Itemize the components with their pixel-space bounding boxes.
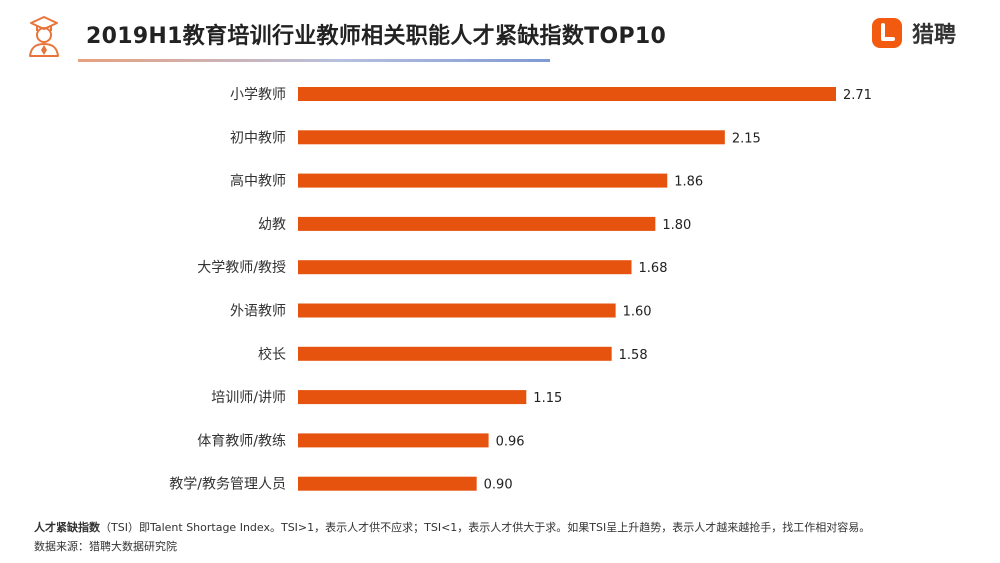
value-label: 1.60 bbox=[623, 305, 652, 320]
bar bbox=[298, 87, 836, 101]
value-label: 2.71 bbox=[843, 88, 872, 103]
value-label: 2.15 bbox=[732, 131, 761, 146]
footnote: 人才紧缺指数（TSI）即Talent Shortage Index。TSI>1，… bbox=[34, 518, 870, 556]
bar bbox=[298, 346, 612, 361]
data-source: 数据来源：猎聘大数据研究院 bbox=[34, 540, 177, 553]
value-label: 1.15 bbox=[533, 391, 562, 406]
brand-mark-icon bbox=[872, 18, 902, 48]
brand-name: 猎聘 bbox=[912, 23, 957, 48]
bar bbox=[298, 260, 632, 275]
footnote-body: （TSI）即Talent Shortage Index。TSI>1，表示人才供不… bbox=[100, 521, 871, 534]
category-label: 校长 bbox=[258, 346, 286, 363]
value-label: 1.58 bbox=[619, 348, 648, 363]
brand-logo: 猎聘 bbox=[872, 16, 956, 50]
bar bbox=[298, 216, 656, 231]
bar-chart: 小学教师 2.71 初中教师 2.15 高中教师 1.86 幼教 1.80 大学教师/教授 1.6… bbox=[169, 87, 872, 493]
category-label: 幼教 bbox=[258, 217, 286, 233]
bar bbox=[298, 130, 725, 145]
footnote-definition: 人才紧缺指数（TSI）即Talent Shortage Index。TSI>1，… bbox=[34, 518, 870, 537]
value-label: 0.96 bbox=[496, 434, 525, 449]
footnote-term: 人才紧缺指数 bbox=[34, 521, 100, 534]
person-teacher-icon bbox=[29, 16, 59, 57]
bar bbox=[298, 303, 616, 318]
category-label: 外语教师 bbox=[230, 304, 286, 320]
bar bbox=[298, 476, 477, 491]
category-label: 高中教师 bbox=[230, 173, 286, 190]
category-label: 大学教师/教授 bbox=[197, 260, 286, 276]
value-label: 1.80 bbox=[662, 218, 691, 233]
bar bbox=[298, 173, 668, 188]
category-label: 培训师/讲师 bbox=[211, 390, 286, 406]
page-title: 2019H1教育培训行业教师相关职能人才紧缺指数TOP10 bbox=[86, 24, 667, 49]
category-label: 教学/教务管理人员 bbox=[169, 477, 286, 493]
category-label: 初中教师 bbox=[230, 129, 286, 146]
bar bbox=[298, 433, 489, 448]
title-underline bbox=[78, 59, 550, 62]
chart-rows: 小学教师 2.71 初中教师 2.15 高中教师 1.86 幼教 1.80 大学教师/教授 1.6… bbox=[169, 87, 872, 493]
category-label: 小学教师 bbox=[230, 87, 286, 103]
category-label: 体育教师/教练 bbox=[197, 433, 286, 449]
value-label: 0.90 bbox=[484, 478, 513, 493]
value-label: 1.68 bbox=[639, 261, 668, 276]
bar bbox=[298, 390, 527, 405]
value-label: 1.86 bbox=[674, 175, 703, 190]
